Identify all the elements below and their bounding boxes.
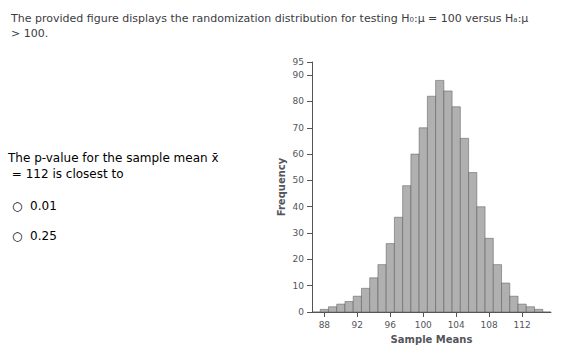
svg-text:92: 92 [352,320,363,330]
svg-text:Sample Means: Sample Means [391,334,473,345]
svg-text:The p-value for the sample mea: The p-value for the sample mean x̄ [7,151,219,165]
svg-text:30: 30 [293,228,305,238]
svg-text:50: 50 [293,175,305,185]
svg-text:88: 88 [319,320,331,330]
svg-text:80: 80 [293,96,305,106]
svg-text:= 112 is closest to: = 112 is closest to [8,167,124,181]
svg-text:70: 70 [293,123,305,133]
svg-text:112: 112 [514,320,531,330]
svg-text:The provided figure displays t: The provided figure displays the randomi… [10,12,532,25]
svg-text:90: 90 [293,70,305,80]
svg-text:96: 96 [385,320,397,330]
svg-text:Frequency: Frequency [276,157,287,216]
svg-text:40: 40 [293,202,305,212]
svg-text:108: 108 [481,320,498,330]
svg-text:> 100.: > 100. [11,27,48,40]
svg-text:100: 100 [415,320,432,330]
svg-text:10: 10 [293,281,305,291]
svg-text:0: 0 [298,307,304,317]
svg-text:○ 0.25: ○ 0.25 [12,229,57,243]
svg-text:60: 60 [293,149,305,159]
svg-text:20: 20 [293,254,305,264]
svg-text:104: 104 [448,320,465,330]
svg-text:95: 95 [293,57,304,67]
svg-text:○ 0.01: ○ 0.01 [12,199,57,213]
